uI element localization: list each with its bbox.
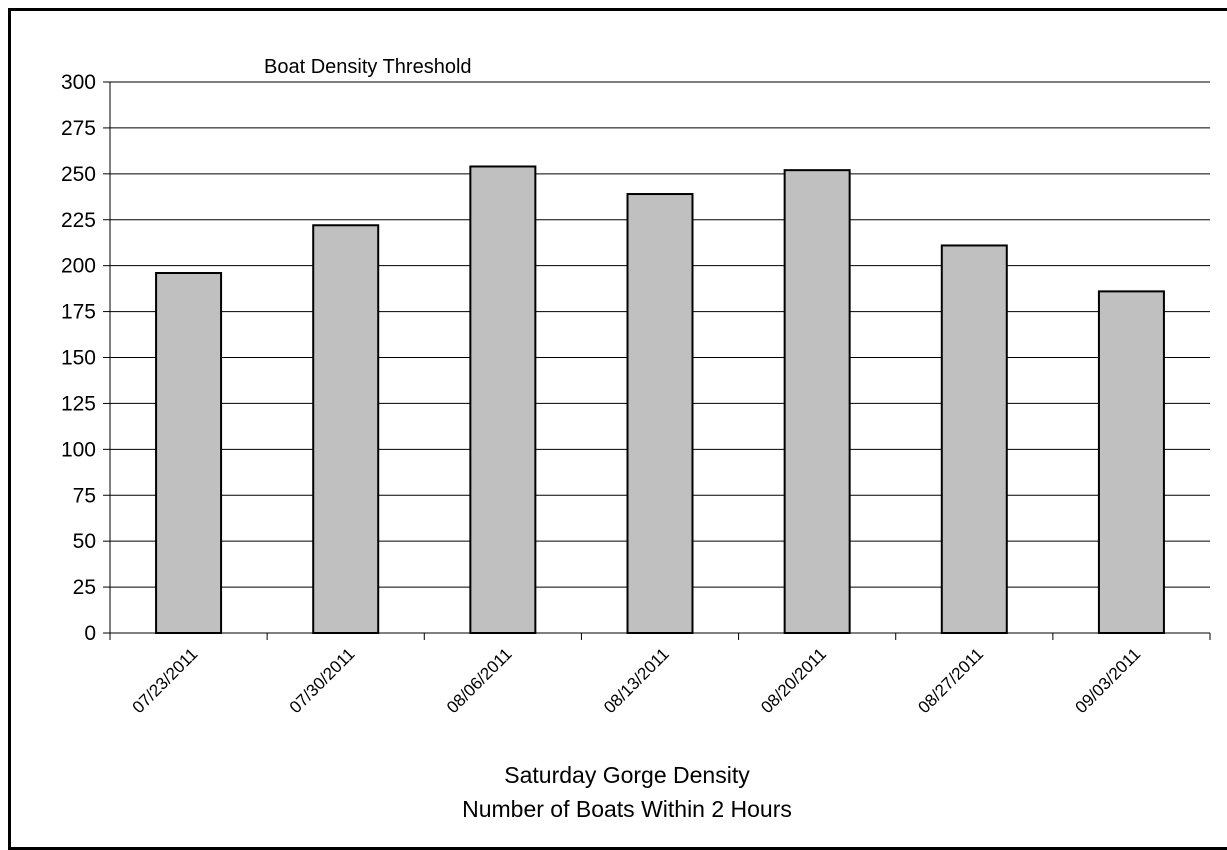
y-tick-label: 75: [73, 484, 96, 507]
y-tick-label: 0: [84, 622, 96, 645]
bar-1: [155, 272, 223, 634]
y-tick-label: 275: [61, 117, 96, 140]
y-tick-label: 300: [61, 71, 96, 94]
x-category-label: 08/06/2011: [443, 644, 516, 717]
axes: [103, 81, 1211, 640]
y-tick-label: 50: [73, 530, 96, 553]
y-tick-label: 200: [61, 255, 96, 278]
caption-line-1: Saturday Gorge Density: [504, 762, 750, 788]
bar-5: [783, 169, 851, 634]
y-tick-label: 225: [61, 209, 96, 232]
bar-7: [1097, 290, 1165, 634]
y-tick-label: 25: [73, 576, 96, 599]
threshold-annotation: Boat Density Threshold: [264, 56, 472, 78]
bar-6: [940, 244, 1008, 634]
bar-2: [312, 224, 380, 634]
x-category-label: 08/27/2011: [914, 644, 987, 717]
y-tick-label: 100: [61, 438, 96, 461]
x-category-label: 08/13/2011: [600, 644, 673, 717]
x-category-label: 09/03/2011: [1072, 644, 1145, 717]
y-tick-label: 250: [61, 163, 96, 186]
y-tick-label: 175: [61, 301, 96, 324]
bars: [155, 165, 1165, 635]
x-category-label: 08/20/2011: [757, 644, 830, 717]
x-category-label: 07/30/2011: [286, 644, 359, 717]
caption-line-2: Number of Boats Within 2 Hours: [462, 796, 792, 822]
x-category-label: 07/23/2011: [129, 644, 202, 717]
bar-4: [626, 193, 694, 635]
y-tick-label: 125: [61, 392, 96, 415]
y-tick-label: 150: [61, 347, 96, 370]
bar-3: [469, 165, 537, 634]
